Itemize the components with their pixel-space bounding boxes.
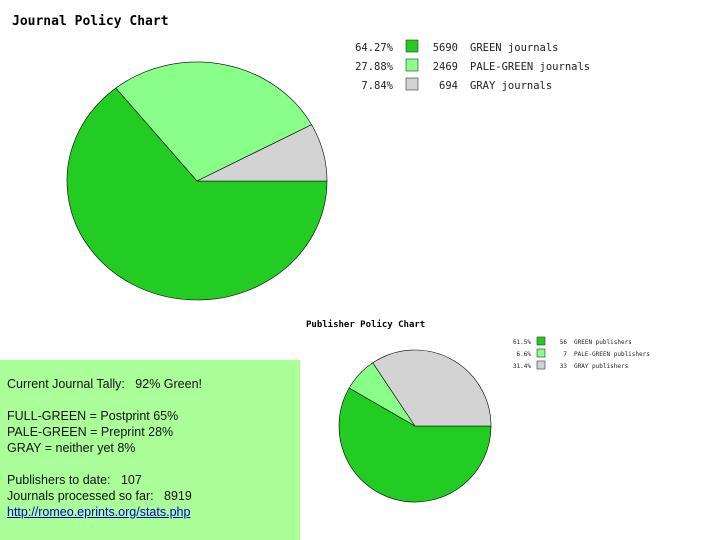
publisher-legend-label: GRAY publishers <box>574 363 629 370</box>
publisher-legend-swatch <box>536 348 546 358</box>
publisher-legend-label: PALE-GREEN publishers <box>574 351 650 358</box>
journal-legend-percent: 64.27% <box>355 42 394 54</box>
publisher-legend-swatch <box>536 360 546 370</box>
publisher-chart-title: Publisher Policy Chart <box>306 319 425 330</box>
journal-legend-percent: 27.88% <box>355 61 394 73</box>
summary-panel: Current Journal Tally: 92% Green! FULL-G… <box>0 360 300 540</box>
publisher-legend-percent: 61.5% <box>513 339 531 346</box>
publisher-slice-gray-publishers <box>372 349 492 427</box>
full-green-line: FULL-GREEN = Postprint 65% <box>7 409 179 423</box>
journal-legend: 64.27% 5690 GREEN journals 27.88% 2469 PALE-G… <box>355 39 590 92</box>
journal-chart-title: Journal Policy Chart <box>12 14 169 29</box>
journal-legend-swatch <box>405 77 419 91</box>
publisher-pie <box>338 349 492 503</box>
journal-slice-gray-journals <box>196 124 328 182</box>
publisher-legend-label: GREEN publishers <box>574 339 632 346</box>
journal-legend-label: GRAY journals <box>470 80 552 92</box>
journal-slice-green-journals <box>66 87 328 301</box>
publisher-legend-swatch <box>536 336 546 346</box>
journal-legend-count: 694 <box>439 80 458 92</box>
gray-line: GRAY = neither yet 8% <box>7 441 136 455</box>
journal-tally: Current Journal Tally: 92% Green! <box>7 377 203 391</box>
publisher-legend-count: 7 <box>563 351 567 358</box>
journal-legend-label: GREEN journals <box>470 42 559 54</box>
journal-legend-swatch <box>405 39 419 53</box>
pale-green-line: PALE-GREEN = Preprint 28% <box>7 425 174 439</box>
publisher-legend-percent: 31.4% <box>513 363 531 370</box>
publisher-legend-percent: 6.6% <box>517 351 532 358</box>
journal-legend-swatch <box>405 58 419 72</box>
stats-link[interactable]: http://romeo.eprints.org/stats.php <box>7 505 191 519</box>
journal-pie <box>66 61 328 301</box>
journal-legend-count: 5690 <box>433 42 458 54</box>
publisher-legend: 61.5% 56 GREEN publishers 6.6% 7 PALE-GREEN p… <box>513 336 650 370</box>
publisher-legend-count: 56 <box>560 339 568 346</box>
publishers-count: Publishers to date: 107 <box>7 473 142 487</box>
journals-count: Journals processed so far: 8919 <box>7 489 192 503</box>
publisher-legend-count: 33 <box>560 363 568 370</box>
publisher-slice-green-publishers <box>338 387 492 503</box>
journal-legend-percent: 7.84% <box>361 80 393 92</box>
journal-legend-count: 2469 <box>433 61 458 73</box>
journal-legend-label: PALE-GREEN journals <box>470 61 590 73</box>
journal-slice-pale-green-journals <box>115 61 312 182</box>
